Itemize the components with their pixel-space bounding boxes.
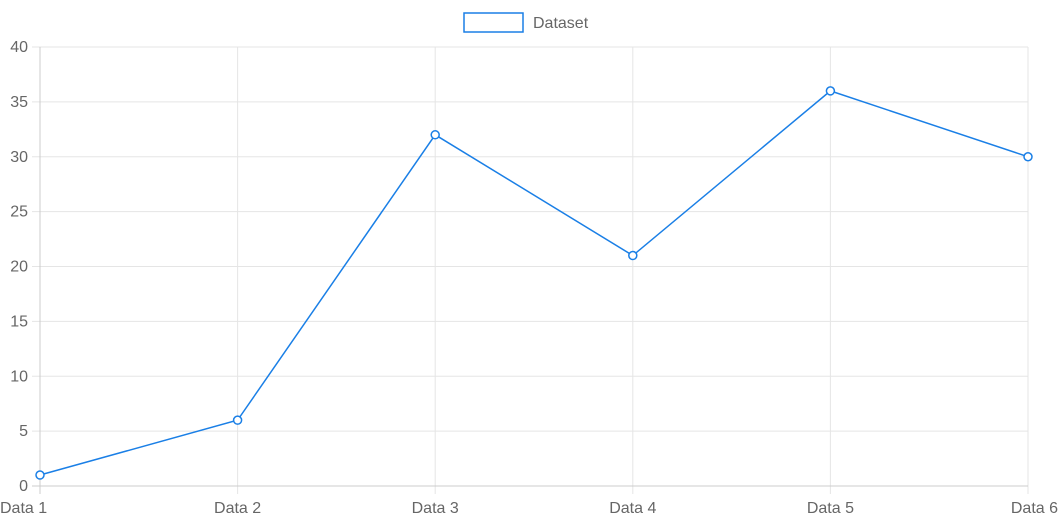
y-axis-ticks: 0 5 10 15 20 25 30 35 40 — [10, 39, 28, 495]
y-tick-label: 30 — [10, 149, 28, 166]
y-tick-label: 5 — [19, 423, 28, 440]
data-point[interactable] — [234, 416, 242, 424]
legend-swatch[interactable] — [464, 13, 523, 32]
data-point[interactable] — [431, 131, 439, 139]
series-line — [40, 91, 1028, 475]
data-point[interactable] — [36, 471, 44, 479]
x-axis-ticks: Data 1 Data 2 Data 3 Data 4 Data 5 Data 6 — [0, 500, 1058, 517]
data-point[interactable] — [826, 87, 834, 95]
legend[interactable]: Dataset — [464, 13, 589, 32]
grid — [32, 47, 1028, 494]
y-tick-label: 40 — [10, 39, 28, 56]
legend-label[interactable]: Dataset — [533, 15, 589, 32]
x-tick-label: Data 1 — [0, 500, 47, 517]
series-dataset — [36, 87, 1032, 479]
y-tick-label: 25 — [10, 204, 28, 221]
data-point[interactable] — [1024, 153, 1032, 161]
y-tick-label: 20 — [10, 259, 28, 276]
x-tick-label: Data 5 — [807, 500, 854, 517]
y-tick-label: 35 — [10, 94, 28, 111]
x-tick-label: Data 2 — [214, 500, 261, 517]
y-tick-label: 10 — [10, 368, 28, 385]
x-tick-label: Data 6 — [1011, 500, 1058, 517]
data-point[interactable] — [629, 252, 637, 260]
y-tick-label: 15 — [10, 313, 28, 330]
x-tick-label: Data 3 — [412, 500, 459, 517]
y-tick-label: 0 — [19, 478, 28, 495]
x-tick-label: Data 4 — [609, 500, 656, 517]
